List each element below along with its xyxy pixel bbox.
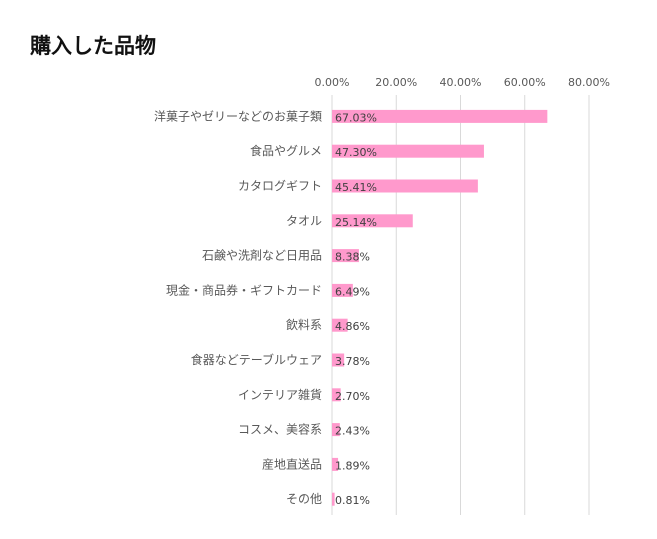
x-tick-label: 40.00%: [440, 76, 482, 89]
category-label: その他: [286, 492, 322, 506]
data-label: 1.89%: [335, 459, 370, 472]
x-tick-label: 20.00%: [375, 76, 417, 89]
data-label: 0.81%: [335, 494, 370, 507]
bar: [332, 353, 345, 367]
bar: [332, 457, 339, 471]
category-label: 洋菓子やゼリーなどのお菓子類: [154, 108, 322, 123]
data-label: 2.43%: [335, 425, 370, 438]
category-label: 石鹸や洗剤など日用品: [202, 248, 322, 263]
category-label: 食器などテーブルウェア: [191, 352, 322, 367]
category-label: 飲料系: [286, 317, 322, 332]
bar: [332, 423, 340, 437]
data-label: 25.14%: [335, 216, 377, 229]
bar: [332, 249, 359, 263]
bar: [332, 318, 348, 332]
x-tick-label: 80.00%: [568, 76, 610, 89]
data-label: 8.38%: [335, 251, 370, 264]
bar: [332, 144, 484, 158]
x-tick-label: 60.00%: [504, 76, 546, 89]
category-label: 現金・商品券・ギフトカード: [166, 282, 322, 297]
chart-title: 購入した品物: [30, 34, 156, 58]
bar: [332, 179, 478, 193]
bar: [332, 283, 353, 297]
category-label: タオル: [286, 214, 322, 228]
bar: [332, 492, 335, 506]
data-label: 47.30%: [335, 146, 377, 159]
data-label: 45.41%: [335, 181, 377, 194]
category-label: 産地直送品: [262, 456, 322, 471]
x-tick-label: 0.00%: [315, 76, 350, 89]
data-label: 67.03%: [335, 111, 377, 124]
category-label: インテリア雑貨: [238, 387, 322, 402]
data-label: 3.78%: [335, 355, 370, 368]
category-label: コスメ、美容系: [238, 422, 322, 437]
category-label: カタログギフト: [238, 179, 322, 193]
bar: [332, 109, 548, 123]
data-label: 4.86%: [335, 320, 370, 333]
bar: [332, 388, 341, 402]
data-label: 6.49%: [335, 285, 370, 298]
bar: [332, 214, 413, 228]
data-label: 2.70%: [335, 390, 370, 403]
category-label: 食品やグルメ: [250, 143, 322, 158]
